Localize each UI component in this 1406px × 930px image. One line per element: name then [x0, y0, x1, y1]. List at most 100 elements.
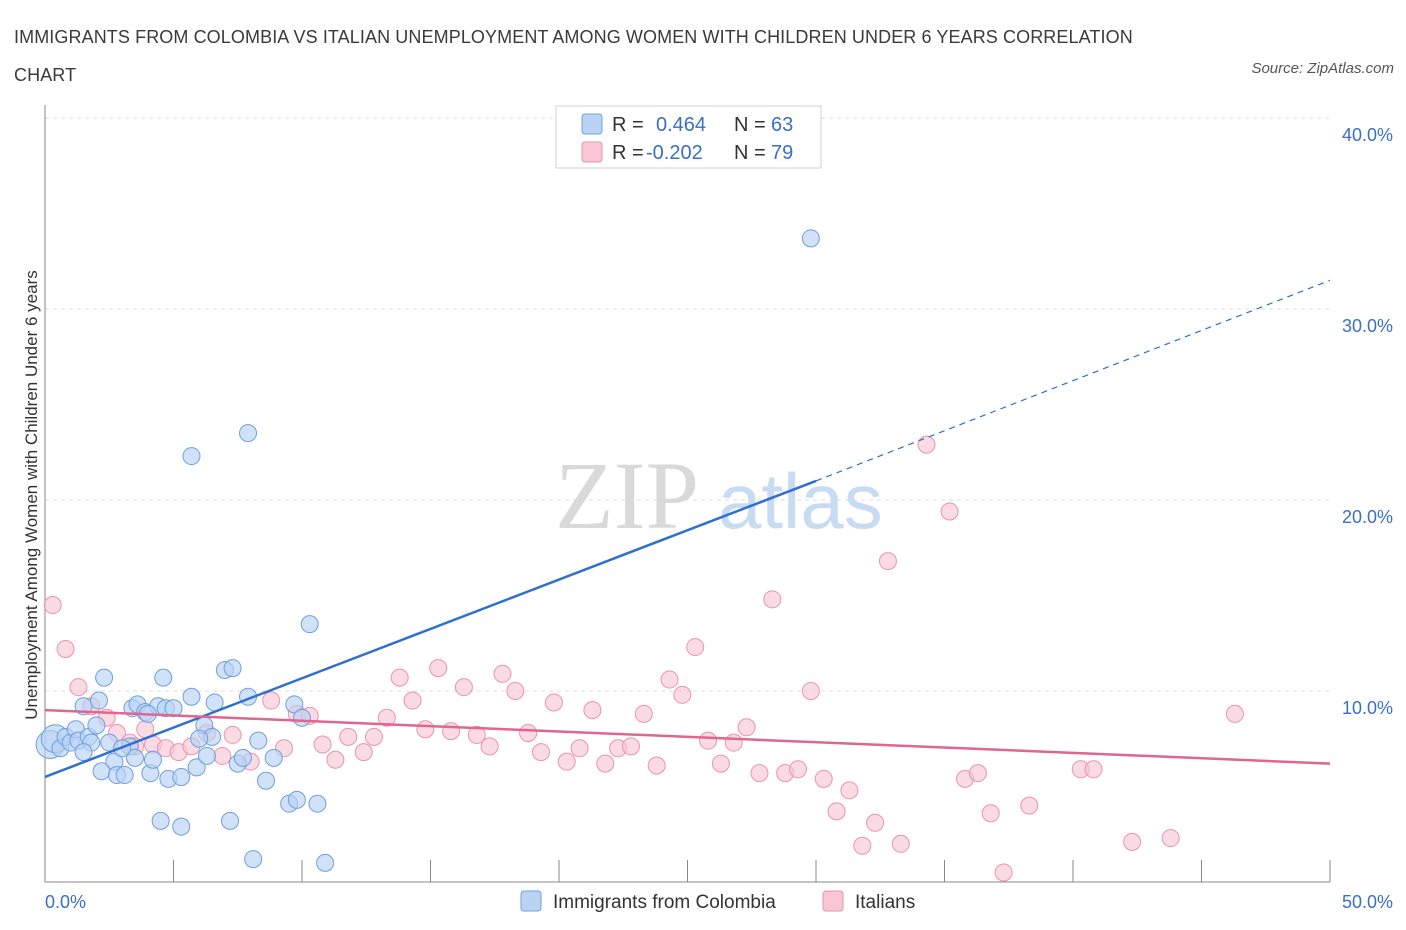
colombia-point [115, 766, 134, 785]
italians-point [570, 739, 589, 758]
italians-point [364, 727, 383, 746]
italians-point [403, 691, 422, 710]
italians-trend-line [44, 708, 1331, 765]
italians-point [467, 725, 486, 744]
italians-point [1161, 829, 1180, 848]
italians-point [442, 722, 461, 741]
italians-point [853, 836, 872, 855]
colombia-point [74, 743, 93, 762]
colombia-point [182, 447, 201, 466]
colombia-point [233, 748, 252, 767]
colombia-point [143, 750, 162, 769]
legend-r-value-italians: -0.202 [646, 142, 703, 164]
colombia-points [35, 229, 820, 872]
italians-point [994, 863, 1013, 882]
colombia-point [125, 748, 144, 767]
bottom-legend-swatch-colombia [520, 890, 542, 912]
italians-point [339, 727, 358, 746]
italians-point [801, 682, 820, 700]
italians-point [940, 502, 959, 521]
colombia-point [172, 767, 191, 786]
italians-point [1225, 704, 1244, 723]
bottom-legend: Immigrants from Colombia Italians [520, 890, 915, 913]
italians-point [840, 781, 859, 800]
italians-point [506, 682, 525, 700]
italians-point [789, 760, 808, 779]
italians-point [827, 802, 846, 821]
watermark-atlas: atlas [718, 457, 883, 545]
x-tick-label-max: 50.0% [1342, 892, 1393, 912]
italians-point [647, 756, 666, 775]
italians-point [750, 764, 769, 783]
legend-n-label-colombia: N = [734, 114, 766, 136]
italians-point [390, 668, 409, 687]
colombia-point [223, 659, 242, 678]
chart-title: IMMIGRANTS FROM COLOMBIA VS ITALIAN UNEM… [14, 27, 1133, 85]
legend-n-value-colombia: 63 [771, 114, 793, 136]
tick-labels: 10.0% 20.0% 30.0% 40.0% 0.0% 50.0% [45, 125, 1393, 912]
trend-lines [44, 279, 1331, 779]
colombia-point [308, 794, 327, 813]
italians-point [43, 596, 62, 615]
colombia-point [249, 731, 268, 750]
colombia-point [190, 729, 209, 748]
italians-point [917, 435, 936, 454]
italians-point [699, 731, 718, 750]
italians-point [1084, 760, 1103, 779]
italians-point [377, 708, 396, 727]
italians-point [814, 769, 833, 788]
y-tick-label: 40.0% [1342, 125, 1393, 145]
italians-point [596, 754, 615, 773]
x-tick-label-min: 0.0% [45, 892, 86, 912]
grid-lines [45, 117, 1330, 692]
colombia-point [239, 424, 258, 443]
bottom-legend-label-colombia: Immigrants from Colombia [553, 892, 776, 913]
colombia-point [87, 716, 106, 735]
bottom-legend-swatch-italians [822, 890, 844, 912]
colombia-point [187, 758, 206, 777]
italians-point [557, 752, 576, 771]
colombia-point [244, 850, 263, 869]
colombia-trend-line [44, 479, 817, 779]
italians-point [660, 670, 679, 689]
bottom-legend-label-italians: Italians [855, 892, 915, 913]
italians-point [621, 737, 640, 756]
colombia-point [293, 708, 311, 727]
italians-point [213, 746, 232, 765]
y-tick-label: 30.0% [1342, 316, 1393, 336]
italians-point [480, 737, 499, 756]
colombia-point [197, 746, 216, 765]
colombia-point [95, 668, 114, 687]
watermark-zip: ZIP [555, 442, 699, 549]
legend-r-label-italians: R = [612, 142, 644, 164]
colombia-point [154, 668, 173, 687]
italians-point [968, 764, 987, 783]
italians-point [866, 813, 885, 832]
italians-point [416, 720, 435, 739]
top-legend: R = 0.464 N = 63 R = -0.202 N = 79 [555, 105, 822, 169]
italians-point [711, 754, 730, 773]
colombia-point [257, 771, 276, 790]
colombia-point [285, 695, 304, 714]
colombia-point [300, 615, 319, 634]
italians-point [429, 659, 448, 678]
y-tick-label: 20.0% [1342, 507, 1393, 527]
italians-point [686, 638, 705, 657]
italians-point [981, 804, 1000, 823]
italians-point [532, 743, 551, 762]
italians-point [1123, 832, 1142, 851]
italians-point [724, 733, 743, 752]
italians-point [223, 725, 242, 744]
italians-point [313, 735, 332, 754]
italians-point [891, 834, 910, 853]
y-tick-label: 10.0% [1342, 698, 1393, 718]
colombia-point [287, 790, 306, 809]
italians-point [583, 701, 602, 720]
colombia-point [92, 762, 111, 781]
italians-point [262, 691, 281, 710]
colombia-point [89, 691, 108, 710]
legend-swatch-colombia [581, 113, 603, 135]
colombia-point [172, 817, 191, 836]
y-axis-label: Unemployment Among Women with Children U… [22, 270, 41, 719]
